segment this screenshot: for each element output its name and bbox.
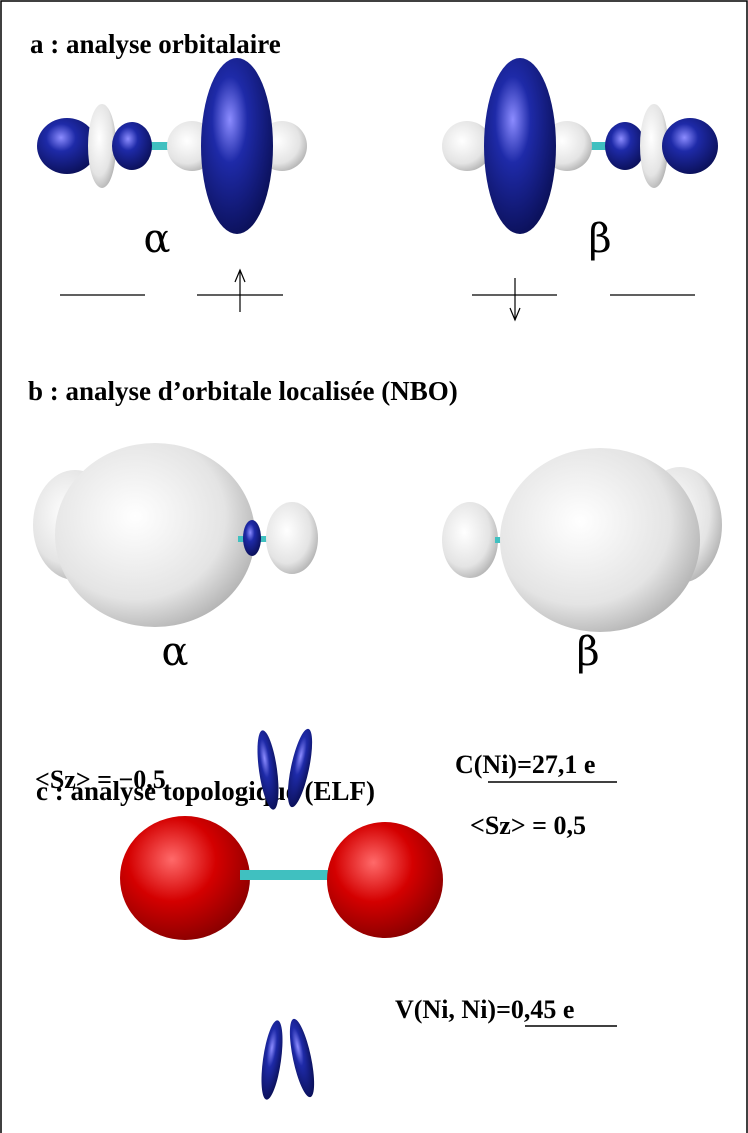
orbital-beta <box>442 58 718 234</box>
panel-title: b : analyse d’orbitale localisée (NBO) <box>28 376 458 406</box>
annotation: <Sz> = 0,5 <box>470 811 586 840</box>
annotation: C(Ni)=27,1 e <box>455 750 595 779</box>
orbital-alpha <box>37 58 307 234</box>
figure: a : analyse orbitalaire α β b : analyse … <box>0 0 748 1133</box>
spin-label: α <box>143 216 170 262</box>
spin-label: β <box>588 216 611 262</box>
energy-levels <box>60 270 695 320</box>
spin-label: α <box>161 629 188 675</box>
annotation: <Sz> = −0,5 <box>35 765 166 794</box>
spin-label: β <box>576 629 599 675</box>
annotation: V(Ni, Ni)=0,45 e <box>395 995 574 1024</box>
nbo-alpha <box>33 443 318 627</box>
panel-title: a : analyse orbitalaire <box>30 29 281 59</box>
nbo-beta <box>442 448 722 632</box>
